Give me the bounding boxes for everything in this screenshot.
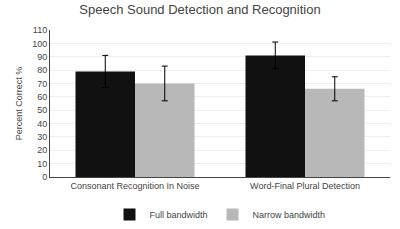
svg-text:Percent Correct %: Percent Correct % (14, 67, 24, 141)
svg-text:0: 0 (42, 172, 47, 182)
svg-text:60: 60 (37, 92, 47, 102)
svg-text:10: 10 (37, 159, 47, 169)
svg-text:70: 70 (37, 79, 47, 89)
svg-text:50: 50 (37, 105, 47, 115)
svg-text:80: 80 (37, 65, 47, 75)
svg-text:100: 100 (32, 39, 47, 49)
svg-text:Speech Sound Detection and Rec: Speech Sound Detection and Recognition (79, 2, 320, 17)
svg-text:30: 30 (37, 132, 47, 142)
svg-text:110: 110 (33, 25, 47, 35)
svg-text:40: 40 (37, 119, 47, 129)
svg-text:Consonant Recognition In Noise: Consonant Recognition In Noise (70, 181, 199, 191)
svg-text:Narrow bandwidth: Narrow bandwidth (253, 210, 326, 220)
svg-text:Full bandwidth: Full bandwidth (150, 210, 208, 220)
svg-text:Word-Final Plural Detection: Word-Final Plural Detection (250, 181, 360, 191)
svg-text:90: 90 (37, 52, 47, 62)
svg-text:20: 20 (37, 145, 47, 155)
